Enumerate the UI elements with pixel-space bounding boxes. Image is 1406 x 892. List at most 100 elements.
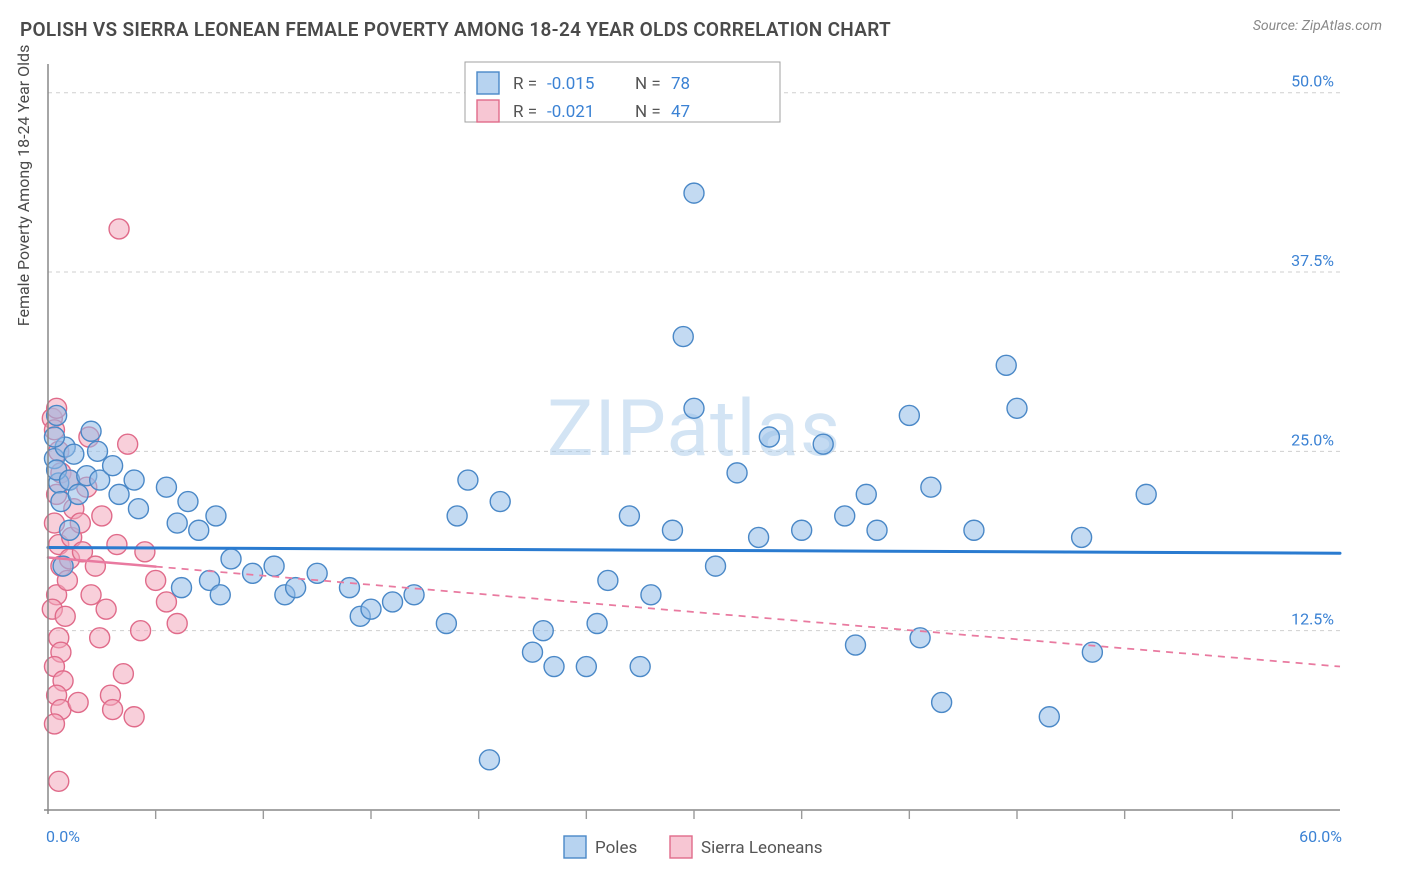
data-point <box>107 535 127 555</box>
legend-n-value: 78 <box>671 74 690 94</box>
data-point <box>243 563 263 583</box>
legend-n-value: 47 <box>671 102 690 122</box>
chart-title: POLISH VS SIERRA LEONEAN FEMALE POVERTY … <box>20 18 891 41</box>
data-point <box>264 556 284 576</box>
data-point <box>167 614 187 634</box>
data-point <box>727 463 747 483</box>
x-min-label: 0.0% <box>46 827 80 846</box>
data-point <box>792 520 812 540</box>
legend-r-value: -0.021 <box>547 102 594 122</box>
data-point <box>60 520 80 540</box>
data-point <box>684 398 704 418</box>
data-point <box>759 427 779 447</box>
data-point <box>156 592 176 612</box>
data-point <box>964 520 984 540</box>
legend-swatch <box>477 72 499 94</box>
data-point <box>339 578 359 598</box>
data-point <box>135 542 155 562</box>
data-point <box>673 327 693 347</box>
data-point <box>172 578 192 598</box>
y-axis-label: Female Poverty Among 18-24 Year Olds <box>14 45 33 327</box>
data-point <box>90 628 110 648</box>
data-point <box>55 606 75 626</box>
data-point <box>64 444 84 464</box>
data-point <box>598 570 618 590</box>
legend-r-label: R = <box>513 74 537 94</box>
data-point <box>210 585 230 605</box>
data-point <box>447 506 467 526</box>
y-tick-label: 12.5% <box>1291 610 1334 629</box>
data-point <box>813 434 833 454</box>
data-point <box>1072 527 1092 547</box>
data-point <box>641 585 661 605</box>
data-point <box>124 707 144 727</box>
data-point <box>221 549 241 569</box>
source-name: ZipAtlas.com <box>1302 18 1382 34</box>
data-point <box>587 614 607 634</box>
data-point <box>88 441 108 461</box>
data-point <box>131 621 151 641</box>
data-point <box>436 614 456 634</box>
legend-n-label: N = <box>635 74 661 94</box>
legend-swatch <box>564 836 586 858</box>
legend-swatch <box>670 836 692 858</box>
data-point <box>899 405 919 425</box>
data-point <box>85 556 105 576</box>
data-point <box>619 506 639 526</box>
legend-series-label: Sierra Leoneans <box>701 838 823 858</box>
data-point <box>109 484 129 504</box>
data-point <box>189 520 209 540</box>
data-point <box>932 692 952 712</box>
data-point <box>124 470 144 490</box>
data-point <box>383 592 403 612</box>
data-point <box>128 499 148 519</box>
data-point <box>576 657 596 677</box>
data-point <box>533 621 553 641</box>
legend-r-value: -0.015 <box>547 74 594 94</box>
data-point <box>361 599 381 619</box>
data-point <box>146 570 166 590</box>
y-tick-label: 50.0% <box>1291 72 1334 91</box>
data-point <box>81 585 101 605</box>
legend-n-label: N = <box>635 102 661 122</box>
data-point <box>92 506 112 526</box>
data-point <box>1007 398 1027 418</box>
data-point <box>1039 707 1059 727</box>
data-point <box>113 664 133 684</box>
source-prefix: Source: <box>1253 18 1302 34</box>
data-point <box>996 355 1016 375</box>
x-max-label: 60.0% <box>1299 827 1342 846</box>
data-point <box>706 556 726 576</box>
data-point <box>103 700 123 720</box>
scatter-chart: 12.5%25.0%37.5%50.0%ZIPatlas0.0%60.0%R =… <box>20 52 1360 862</box>
data-point <box>867 520 887 540</box>
data-point <box>103 456 123 476</box>
chart-source: Source: ZipAtlas.com <box>1253 18 1382 34</box>
data-point <box>630 657 650 677</box>
data-point <box>458 470 478 490</box>
data-point <box>490 492 510 512</box>
data-point <box>846 635 866 655</box>
data-point <box>96 599 116 619</box>
data-point <box>662 520 682 540</box>
data-point <box>921 477 941 497</box>
data-point <box>167 513 187 533</box>
data-point <box>206 506 226 526</box>
data-point <box>118 434 138 454</box>
data-point <box>156 477 176 497</box>
y-tick-label: 37.5% <box>1291 251 1334 270</box>
data-point <box>856 484 876 504</box>
data-point <box>81 421 101 441</box>
data-point <box>49 771 69 791</box>
data-point <box>109 219 129 239</box>
data-point <box>178 492 198 512</box>
chart-header: POLISH VS SIERRA LEONEAN FEMALE POVERTY … <box>0 0 1406 49</box>
data-point <box>835 506 855 526</box>
data-point <box>68 484 88 504</box>
data-point <box>684 183 704 203</box>
data-point <box>749 527 769 547</box>
data-point <box>68 692 88 712</box>
data-point <box>479 750 499 770</box>
legend-series-label: Poles <box>595 838 637 858</box>
data-point <box>1136 484 1156 504</box>
